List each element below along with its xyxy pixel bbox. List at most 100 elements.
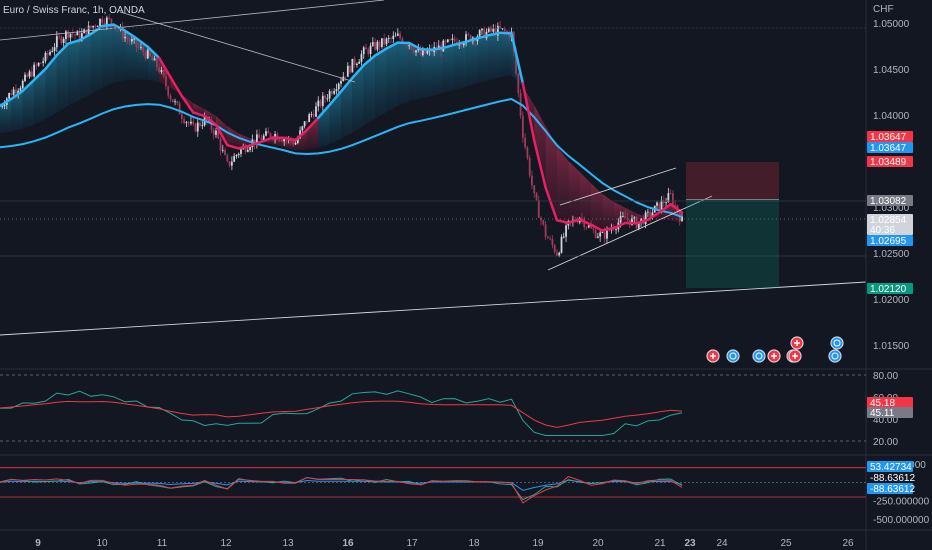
candle-body[interactable] [360, 54, 363, 62]
stop-zone[interactable] [686, 162, 779, 200]
candle-body[interactable] [335, 89, 338, 92]
event-icons[interactable] [706, 336, 844, 363]
candle-body[interactable] [467, 34, 470, 36]
candle-body[interactable] [306, 121, 308, 123]
candle-body[interactable] [453, 38, 456, 42]
candle-body[interactable] [155, 58, 158, 68]
candle-body[interactable] [142, 46, 145, 53]
candle-body[interactable] [283, 138, 286, 142]
candle-body[interactable] [137, 46, 140, 48]
candle-body[interactable] [67, 31, 70, 38]
osc-line[interactable] [0, 476, 683, 501]
trend-line[interactable] [119, 11, 356, 83]
candle-body[interactable] [3, 104, 6, 106]
candle-body[interactable] [105, 17, 108, 25]
candle-body[interactable] [392, 35, 395, 39]
candle-body[interactable] [651, 212, 654, 217]
candle-body[interactable] [406, 43, 408, 46]
candle-body[interactable] [1, 105, 4, 107]
candle-body[interactable] [153, 58, 156, 61]
candle-body[interactable] [496, 25, 499, 36]
flag-icon[interactable] [788, 349, 802, 363]
candle-body[interactable] [108, 17, 111, 19]
candle-body[interactable] [367, 49, 370, 54]
candle-body[interactable] [331, 91, 333, 94]
candle-body[interactable] [662, 200, 665, 204]
candle-body[interactable] [226, 155, 229, 162]
candle-body[interactable] [424, 49, 427, 54]
candle-body[interactable] [46, 52, 49, 55]
candle-body[interactable] [160, 70, 163, 72]
candle-body[interactable] [269, 133, 272, 138]
rsi-signal-line[interactable] [0, 400, 683, 428]
candle-body[interactable] [358, 61, 361, 64]
candle-body[interactable] [265, 131, 267, 136]
candle-body[interactable] [374, 42, 376, 50]
candle-body[interactable] [415, 50, 417, 53]
candle-body[interactable] [581, 217, 583, 219]
candle-body[interactable] [235, 154, 238, 157]
candle-body[interactable] [10, 93, 13, 95]
candle-body[interactable] [19, 88, 22, 91]
candle-body[interactable] [321, 95, 324, 107]
candle-body[interactable] [21, 80, 24, 89]
candle-body[interactable] [351, 58, 354, 73]
candle-body[interactable] [515, 51, 517, 74]
candle-body[interactable] [44, 52, 47, 62]
candle-body[interactable] [526, 147, 529, 158]
candle-body[interactable] [462, 43, 465, 46]
candle-body[interactable] [594, 229, 597, 238]
candle-body[interactable] [278, 139, 281, 141]
candle-body[interactable] [30, 71, 33, 77]
candle-body[interactable] [665, 202, 667, 204]
candle-body[interactable] [140, 46, 142, 48]
osc-histogram-line[interactable] [0, 476, 683, 504]
candle-body[interactable] [615, 229, 617, 231]
candle-body[interactable] [78, 31, 81, 41]
candle-body[interactable] [237, 153, 240, 155]
candle-body[interactable] [299, 130, 301, 139]
candle-body[interactable] [560, 236, 563, 253]
candle-body[interactable] [94, 25, 97, 27]
candle-body[interactable] [419, 49, 422, 56]
candle-body[interactable] [292, 141, 295, 145]
candle-body[interactable] [451, 38, 454, 40]
candle-body[interactable] [549, 238, 552, 240]
candle-body[interactable] [669, 193, 672, 194]
candle-body[interactable] [17, 90, 20, 94]
candle-body[interactable] [542, 220, 545, 225]
trend-line[interactable] [559, 167, 677, 206]
candle-body[interactable] [337, 83, 340, 90]
candle-body[interactable] [490, 27, 492, 32]
candle-body[interactable] [385, 38, 388, 45]
trend-line[interactable] [547, 195, 713, 271]
candle-body[interactable] [53, 47, 56, 51]
candle-body[interactable] [412, 49, 415, 53]
trend-line[interactable] [0, 0, 385, 41]
candle-body[interactable] [167, 86, 170, 96]
candle-body[interactable] [333, 91, 336, 94]
candle-body[interactable] [631, 218, 633, 225]
candle-body[interactable] [681, 216, 683, 222]
candle-body[interactable] [199, 122, 201, 126]
trend-drawings[interactable] [0, 0, 867, 336]
candle-body[interactable] [592, 228, 595, 230]
candle-body[interactable] [24, 74, 26, 81]
candle-body[interactable] [667, 193, 670, 203]
candle-body[interactable] [660, 200, 663, 210]
candle-body[interactable] [144, 52, 147, 59]
candle-body[interactable] [390, 38, 392, 40]
candle-body[interactable] [540, 217, 542, 221]
candle-body[interactable] [381, 38, 383, 47]
candle-body[interactable] [99, 18, 101, 27]
candle-body[interactable] [478, 30, 481, 37]
candle-body[interactable] [174, 101, 176, 103]
globe-icon[interactable] [828, 349, 842, 363]
candle-body[interactable] [230, 161, 233, 166]
candle-body[interactable] [528, 157, 531, 176]
candle-body[interactable] [346, 65, 349, 77]
candle-body[interactable] [92, 25, 95, 28]
candle-body[interactable] [483, 28, 486, 39]
candle-body[interactable] [599, 232, 602, 237]
